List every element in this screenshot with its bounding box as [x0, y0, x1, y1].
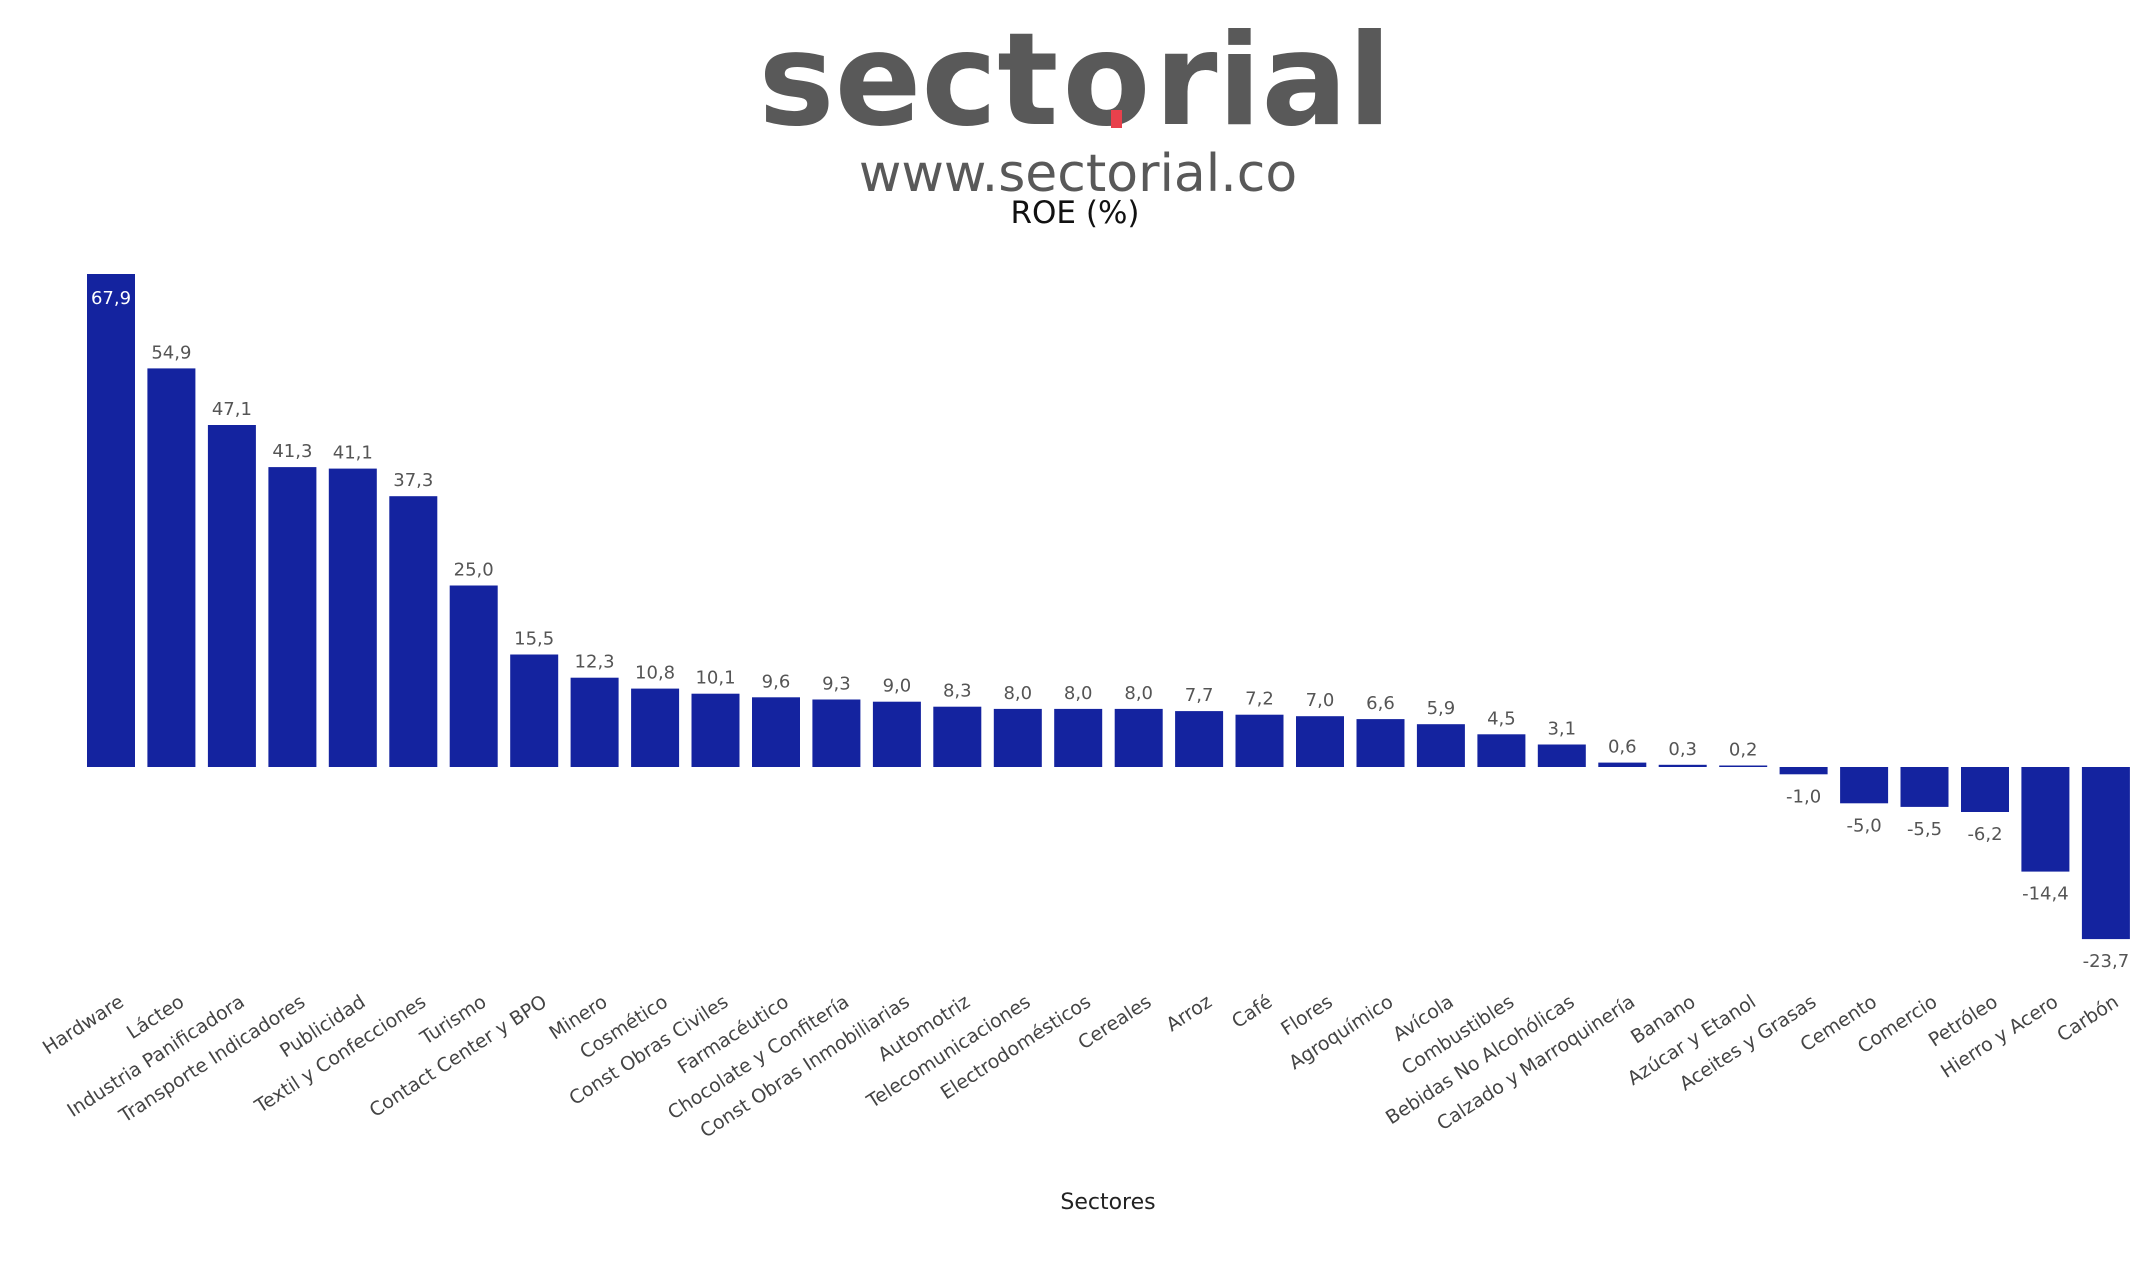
- value-label-19: 7,7: [1185, 685, 1214, 706]
- bar-12: [752, 697, 800, 767]
- bar-18: [1114, 708, 1163, 767]
- bar-28: [1719, 765, 1768, 767]
- bar-14: [872, 701, 921, 767]
- bar-7: [449, 585, 498, 767]
- bar-15: [933, 706, 982, 767]
- bar-26: [1598, 762, 1647, 767]
- value-label-31: -5,5: [1907, 819, 1942, 840]
- bar-5: [328, 468, 377, 767]
- value-labels-group: 67,9 54,9 47,1 41,3 41,1 37,3 25,0 15,5 12,3 10,8…: [91, 288, 2129, 972]
- bar-11: [691, 693, 740, 767]
- bar-2: [147, 368, 196, 767]
- value-label-15: 8,3: [943, 681, 972, 702]
- value-label-12: 9,6: [762, 671, 791, 692]
- value-label-4: 41,3: [272, 441, 312, 462]
- value-label-17: 8,0: [1064, 683, 1093, 704]
- value-label-28: 0,2: [1729, 740, 1758, 761]
- value-label-14: 9,0: [883, 676, 912, 697]
- bar-32: [1961, 767, 2009, 812]
- bar-4: [268, 467, 317, 767]
- value-label-3: 47,1: [212, 399, 252, 420]
- value-label-6: 37,3: [393, 470, 433, 491]
- category-label-20: Café: [1228, 991, 1276, 1033]
- value-label-8: 15,5: [514, 629, 554, 650]
- bar-29: [1779, 767, 1828, 775]
- logo-o-glyph: o: [1062, 28, 1150, 155]
- value-label-23: 5,9: [1427, 698, 1456, 719]
- value-label-1: 67,9: [91, 288, 131, 309]
- bar-22: [1356, 719, 1405, 767]
- website-url: www.sectorial.co: [859, 144, 1297, 198]
- bar-30: [1840, 767, 1889, 804]
- bar-1: [87, 274, 135, 767]
- x-axis-title: Sectores: [1060, 1190, 1155, 1215]
- value-label-7: 25,0: [454, 560, 494, 581]
- chart-title: ROE (%): [1010, 195, 1140, 231]
- value-label-20: 7,2: [1245, 689, 1274, 710]
- value-label-22: 6,6: [1366, 693, 1395, 714]
- sectorial-logo: sectorial www.sectorial.co: [758, 28, 1391, 198]
- value-label-24: 4,5: [1487, 708, 1516, 729]
- bar-19: [1175, 711, 1224, 767]
- category-label-34: Carbón: [2053, 991, 2122, 1047]
- value-label-21: 7,0: [1306, 690, 1335, 711]
- value-label-10: 10,8: [635, 663, 675, 684]
- bar-6: [389, 496, 438, 767]
- bar-17: [1054, 708, 1103, 767]
- value-label-11: 10,1: [695, 668, 735, 689]
- bar-34: [2081, 767, 2130, 940]
- bar-16: [993, 708, 1042, 767]
- value-label-16: 8,0: [1003, 683, 1032, 704]
- category-label-1: Hardware: [39, 991, 128, 1059]
- bar-20: [1235, 714, 1284, 767]
- value-label-26: 0,6: [1608, 737, 1637, 758]
- bar-3: [207, 425, 256, 767]
- value-label-27: 0,3: [1668, 739, 1697, 760]
- bar-24: [1477, 734, 1526, 767]
- value-label-34: -23,7: [2083, 951, 2130, 972]
- value-label-5: 41,1: [333, 443, 373, 464]
- bar-31: [1900, 767, 1949, 807]
- value-label-29: -1,0: [1786, 786, 1821, 807]
- bar-9: [570, 677, 619, 767]
- logo-accent-mark: [1111, 110, 1122, 128]
- bar-23: [1416, 724, 1465, 767]
- value-label-25: 3,1: [1547, 719, 1576, 740]
- category-label-19: Arroz: [1162, 991, 1215, 1036]
- bars-group: [87, 274, 2130, 940]
- value-label-33: -14,4: [2022, 884, 2069, 905]
- bar-13: [812, 699, 861, 767]
- bar-10: [631, 688, 680, 767]
- bar-21: [1296, 716, 1344, 767]
- category-label-22: Agroquímico: [1285, 991, 1397, 1074]
- value-label-2: 54,9: [151, 342, 191, 363]
- bar-8: [510, 654, 559, 767]
- bar-33: [2021, 767, 2070, 872]
- value-label-18: 8,0: [1124, 683, 1153, 704]
- logo-wordmark: sectorial: [758, 28, 1391, 155]
- value-label-9: 12,3: [575, 652, 615, 673]
- bar-27: [1658, 764, 1707, 767]
- value-label-32: -6,2: [1967, 824, 2002, 845]
- value-label-30: -5,0: [1847, 815, 1882, 836]
- bar-25: [1537, 744, 1586, 767]
- value-label-13: 9,3: [822, 674, 851, 695]
